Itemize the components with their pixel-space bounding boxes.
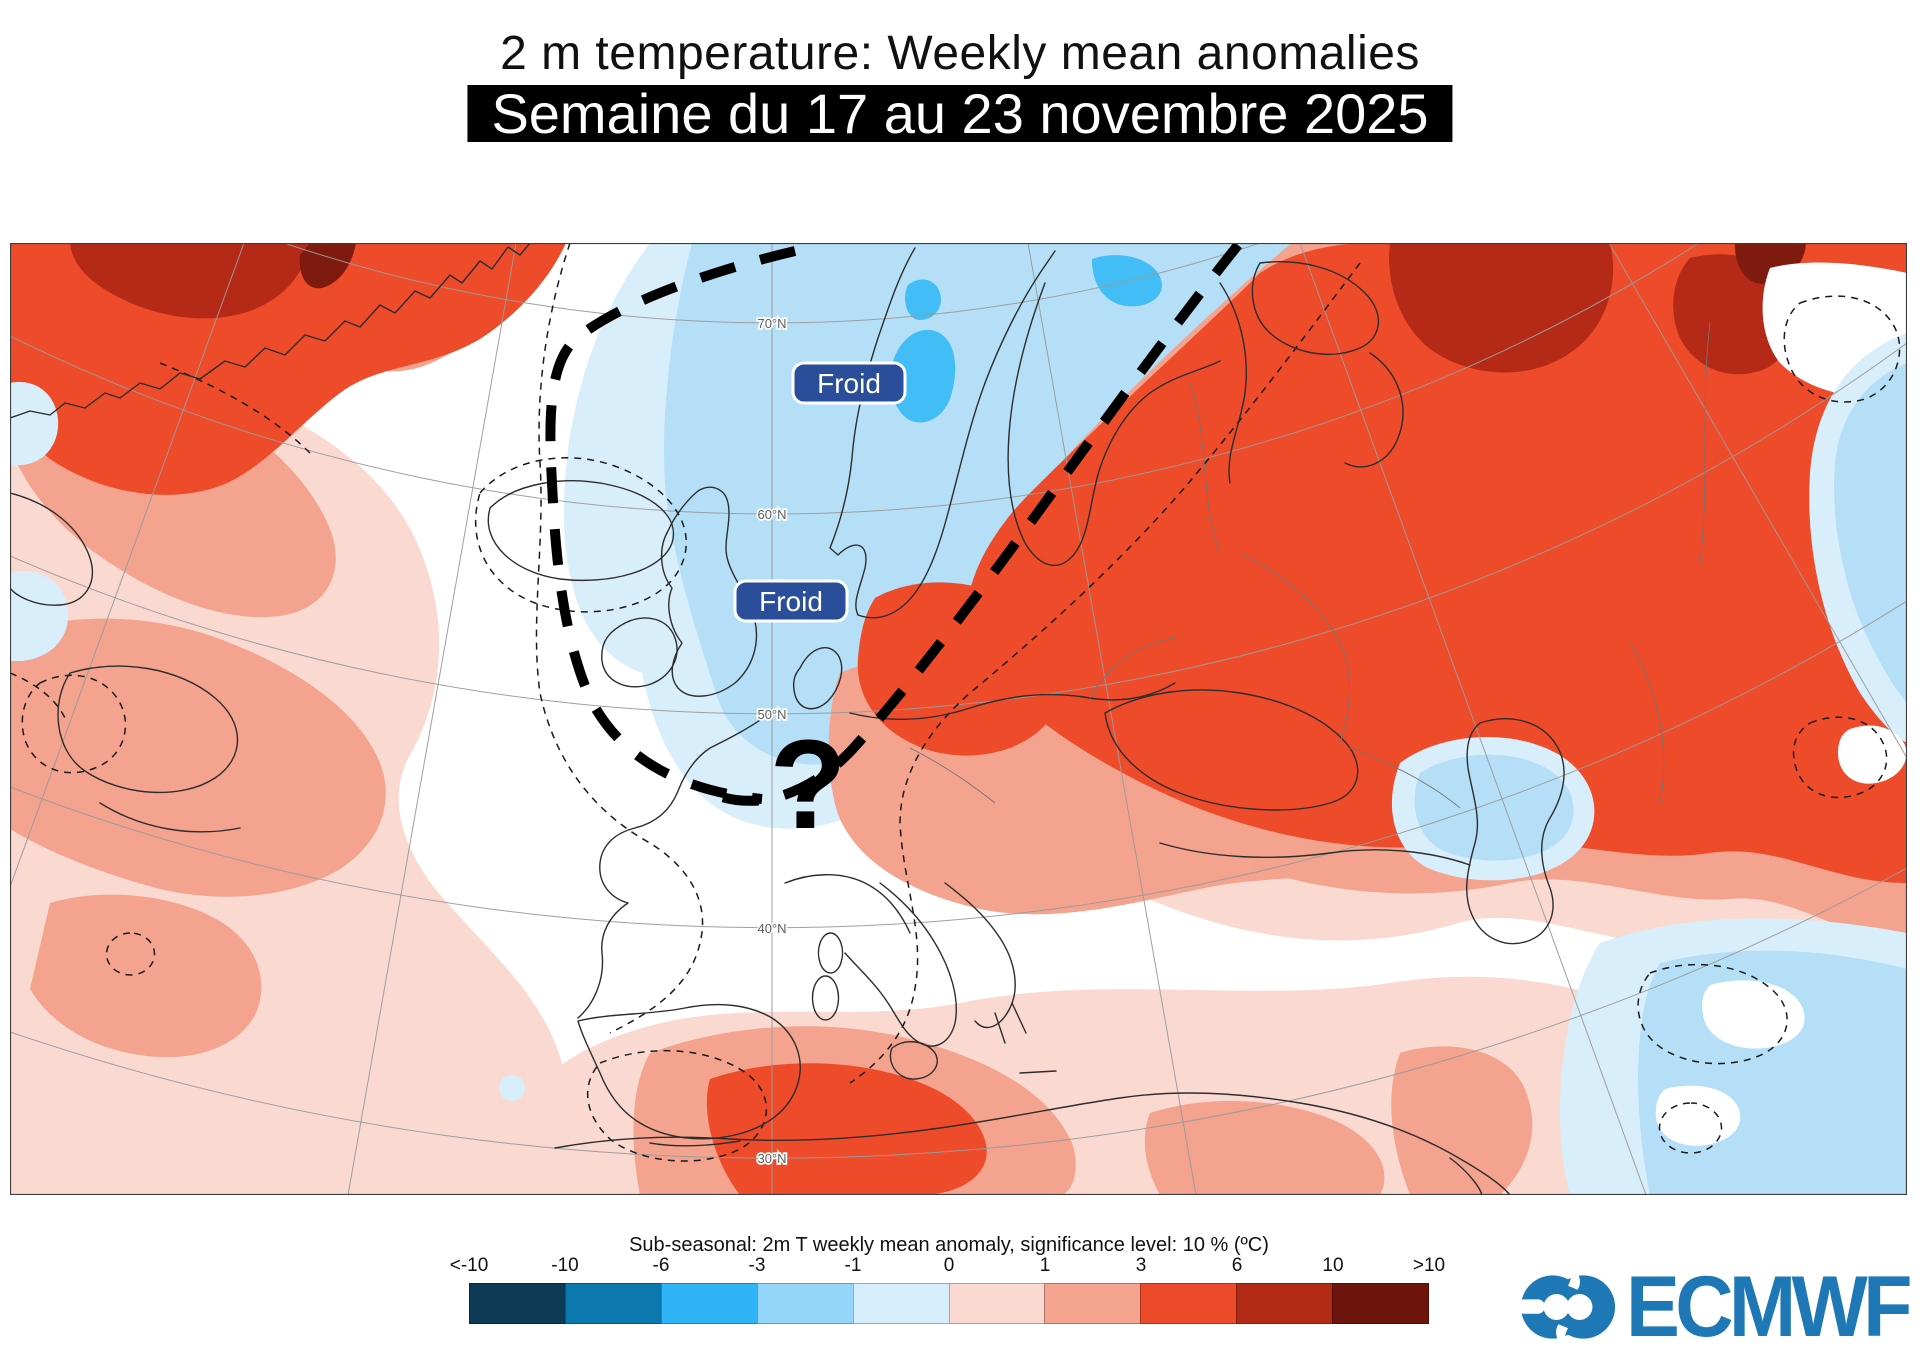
latitude-labels: 70°N 60°N 50°N 40°N 30°N [756, 314, 789, 1168]
latitude-label-40n: 40°N [757, 921, 786, 936]
legend-title: Sub-seasonal: 2m T weekly mean anomaly, … [629, 1234, 1269, 1256]
page-title: 2 m temperature: Weekly mean anomalies [500, 27, 1420, 80]
colorbar-segment [1236, 1283, 1334, 1324]
colorbar-segment [469, 1283, 566, 1324]
ecmwf-logo: ECMWF [1520, 1259, 1920, 1355]
froid-label-2: Froid [733, 579, 849, 623]
ecmwf-logo-icon [1520, 1270, 1616, 1344]
colorbar-tick-label: 3 [1135, 1255, 1147, 1276]
colorbar-tick-label: 1 [1039, 1255, 1051, 1276]
latitude-label-70n: 70°N [757, 316, 786, 331]
colorbar-tick-label: 10 [1322, 1255, 1344, 1276]
country-borders [909, 322, 1711, 809]
froid-label-1: Froid [791, 361, 907, 405]
graticule [10, 243, 1907, 1195]
colorbar-tick-label: <-10 [449, 1255, 489, 1276]
colorbar-tick-label: -10 [551, 1255, 579, 1276]
colorbar-segment [948, 1283, 1046, 1324]
colorbar-segment [1044, 1283, 1142, 1324]
anomaly-map: Froid Froid ? 70°N 60°N 50°N 40°N 30°N [10, 243, 1907, 1195]
colorbar-segment [564, 1283, 662, 1324]
colorbar-tick-label: 6 [1231, 1255, 1243, 1276]
map-border [10, 243, 1907, 1195]
colorbar-tick-label: -6 [652, 1255, 670, 1276]
coastlines [10, 243, 1565, 1195]
latitude-label-30n: 30°N [757, 1151, 786, 1166]
froid-text-1: Froid [817, 368, 881, 399]
colorbar-tick-label: 0 [943, 1255, 955, 1276]
dashed-line-right-diagonal [720, 243, 1242, 806]
colorbar-tick-label: >10 [1412, 1255, 1446, 1276]
anomaly-dark-red-regions [70, 243, 1806, 375]
annotation-dashed-lines [545, 243, 1242, 806]
colorbar-segment [1332, 1283, 1430, 1324]
latitude-label-50n: 50°N [757, 707, 786, 722]
colorbar-tick-label: -1 [844, 1255, 862, 1276]
froid-box-2 [733, 579, 849, 623]
froid-text-2: Froid [759, 586, 823, 617]
froid-box-1 [791, 361, 907, 405]
colorbar-segment [660, 1283, 758, 1324]
significance-contours [10, 243, 1901, 1162]
colorbar-ticks: <-10 -10 -6 -3 -1 0 1 3 6 10 >10 [0, 1255, 1920, 1277]
anomaly-edge-blue-regions [10, 262, 1907, 1195]
colorbar-tick-label: -3 [748, 1255, 766, 1276]
colorbar [469, 1283, 1430, 1324]
question-mark-annotation: ? [770, 714, 847, 855]
colorbar-segment [852, 1283, 950, 1324]
ecmwf-logo-text: ECMWF [1626, 1259, 1913, 1355]
anomaly-map-svg: Froid Froid ? 70°N 60°N 50°N 40°N 30°N [10, 243, 1907, 1195]
dashed-line-left-loop [545, 246, 797, 804]
colorbar-segment [756, 1283, 854, 1324]
colorbar-segment [1140, 1283, 1238, 1324]
latitude-label-60n: 60°N [757, 507, 786, 522]
week-banner: Semaine du 17 au 23 novembre 2025 [467, 85, 1453, 142]
